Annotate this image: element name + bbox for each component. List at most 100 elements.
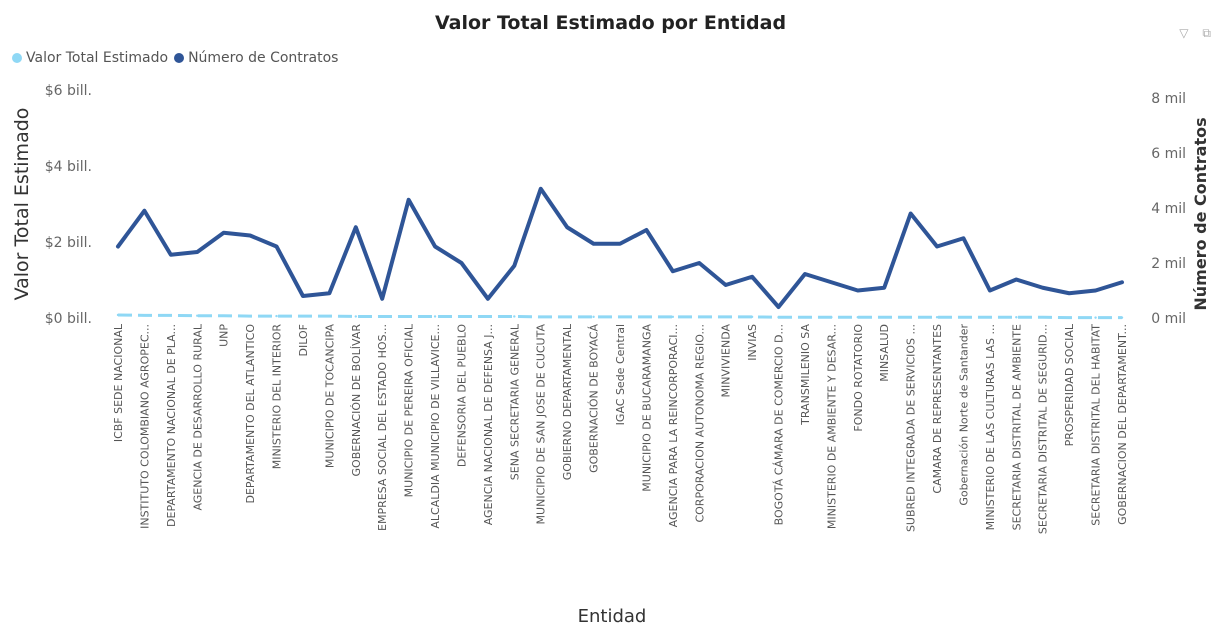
point-valor-total [671, 315, 675, 319]
x-tick-label: MINVIVIENDA [720, 324, 733, 398]
point-numero-contratos [1094, 289, 1098, 292]
x-tick-label: INSTITUTO COLOMBIANO AGROPEC... [138, 324, 151, 529]
point-numero-contratos [724, 283, 728, 287]
point-numero-contratos [1120, 280, 1124, 284]
point-numero-contratos [539, 187, 543, 191]
point-valor-total [354, 315, 357, 318]
point-valor-total [777, 316, 780, 319]
x-tick-label: PROSPERIDAD SOCIAL [1063, 323, 1076, 446]
point-valor-total [248, 314, 252, 318]
point-valor-total [618, 315, 622, 319]
x-tick-label: DEFENSORIA DEL PUEBLO [455, 324, 468, 467]
point-valor-total [407, 315, 410, 318]
x-tick-label: DILOF [297, 324, 310, 356]
y-tick-label: $6 bill. [45, 83, 92, 99]
point-numero-contratos [750, 275, 754, 279]
y2-tick-label: 2 mil [1151, 256, 1186, 272]
x-tick-label: MUNICIPIO DE TOCANCIPA [323, 324, 336, 469]
x-tick-label: SECRETARIA DISTRITAL DE AMBIENTE [1010, 324, 1023, 530]
legend-label-valor: Valor Total Estimado [26, 50, 169, 66]
x-tick-label: AGENCIA NACIONAL DE DEFENSA J... [482, 324, 495, 525]
point-numero-contratos [222, 231, 226, 235]
filter-icon[interactable]: ▽ [1179, 26, 1189, 40]
x-tick-label: MINISTERIO DE AMBIENTE Y DESAR... [825, 324, 838, 529]
point-valor-total [486, 315, 490, 318]
point-valor-total [460, 315, 463, 318]
point-valor-total [1094, 316, 1097, 319]
point-numero-contratos [486, 297, 490, 301]
y-tick-label: $4 bill. [45, 159, 92, 175]
x-tick-label: SUBRED INTEGRADA DE SERVICIOS ... [905, 324, 918, 532]
y2-tick-label: 4 mil [1151, 201, 1186, 217]
x-tick-label: SECRETARIA DISTRITAL DE SEGURID... [1037, 324, 1050, 534]
point-valor-total [935, 316, 939, 319]
point-numero-contratos [407, 198, 411, 202]
x-tick-label: UNP [218, 324, 231, 347]
x-tick-label: FONDO ROTATORIO [852, 324, 865, 432]
point-numero-contratos [142, 209, 146, 213]
y-axis-title: Valor Total Estimado [11, 108, 33, 301]
point-numero-contratos [1041, 286, 1045, 290]
point-numero-contratos [1014, 278, 1018, 281]
x-tick-label: GOBIERNO DEPARTAMENTAL [561, 323, 574, 480]
x-tick-label: TRANSMILENIO SA [799, 324, 812, 426]
point-numero-contratos [644, 228, 648, 232]
point-valor-total [962, 316, 965, 319]
point-valor-total [988, 316, 992, 319]
legend-item-contratos[interactable]: Número de Contratos [174, 50, 338, 66]
point-valor-total [1015, 316, 1018, 319]
chart-title: Valor Total Estimado por Entidad [434, 12, 787, 34]
series-line-numero-contratos [116, 186, 1124, 309]
point-numero-contratos [882, 286, 886, 290]
point-valor-total [222, 314, 225, 317]
point-numero-contratos [1067, 291, 1071, 295]
point-valor-total [539, 315, 542, 319]
y2-tick-label: 6 mil [1151, 146, 1186, 162]
x-axis-title: Entidad [578, 606, 647, 627]
y2-axis-title: Número de Contratos [1191, 117, 1210, 310]
point-valor-total [1041, 316, 1044, 319]
legend-item-valor[interactable]: Valor Total Estimado [12, 50, 168, 66]
point-numero-contratos [169, 253, 173, 257]
point-valor-total [116, 313, 120, 317]
point-numero-contratos [803, 272, 807, 276]
x-tick-label: MUNICIPIO DE BUCARAMANGA [640, 324, 653, 492]
x-tick-label: INVIAS [746, 324, 759, 361]
point-numero-contratos [777, 305, 781, 309]
point-valor-total [565, 315, 569, 319]
x-tick-label: ALCALDIA MUNICIPIO DE VILLAVICE... [429, 324, 442, 529]
point-numero-contratos [512, 264, 516, 268]
point-valor-total [830, 316, 833, 319]
x-tick-label: MINISTERIO DEL INTERIOR [271, 324, 284, 470]
point-valor-total [645, 315, 648, 319]
point-numero-contratos [697, 261, 701, 265]
point-numero-contratos [829, 280, 833, 284]
point-numero-contratos [671, 269, 675, 273]
focus-mode-icon[interactable]: ⧉ [1202, 26, 1211, 40]
y2-tick-label: 0 mil [1151, 311, 1186, 327]
point-valor-total [328, 314, 331, 318]
visual-header-icons: ▽ ⧉ [1179, 26, 1211, 41]
legend: Valor Total Estimado Número de Contratos [12, 50, 338, 66]
x-tick-label: EMPRESA SOCIAL DEL ESTADO HOS... [376, 324, 389, 531]
legend-marker-contratos [174, 53, 185, 63]
x-tick-label: IGAC Sede Central [614, 324, 627, 425]
x-tick-label: Gobernación Norte de Santander [957, 324, 970, 506]
point-valor-total [724, 315, 727, 319]
x-tick-label: CORPORACION AUTONOMA REGIO... [693, 324, 706, 523]
x-tick-label: BOGOTÁ CÁMARA DE COMERCIO D... [773, 324, 786, 525]
point-valor-total [143, 314, 146, 317]
point-numero-contratos [116, 245, 120, 248]
point-numero-contratos [961, 236, 965, 240]
point-numero-contratos [248, 234, 252, 237]
x-tick-label: MINSALUD [878, 324, 891, 382]
x-tick-label: SENA SECRETARIA GENERAL [508, 323, 521, 480]
x-tick-label: GOBERNACIÓN DE BOLÍVAR [350, 324, 363, 477]
series-line-valor-total [117, 313, 1122, 320]
point-numero-contratos [592, 242, 596, 246]
point-numero-contratos [459, 261, 463, 265]
y-tick-label: $2 bill. [45, 235, 92, 251]
x-tick-label: ICBF SEDE NACIONAL [112, 323, 125, 442]
